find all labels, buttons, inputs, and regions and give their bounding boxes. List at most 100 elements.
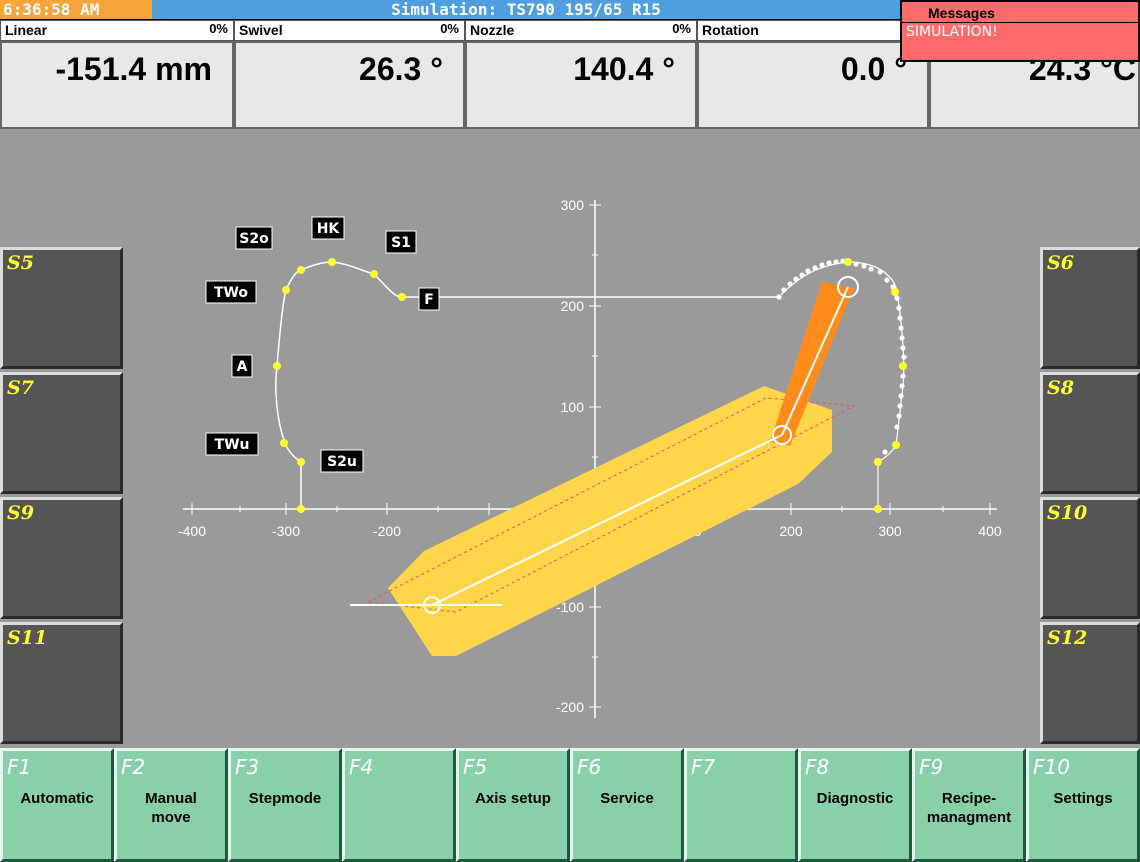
nozzle-tip: [837, 276, 859, 298]
f7-button[interactable]: F7: [684, 748, 798, 862]
f8-diagnostic-button[interactable]: F8 Diagnostic: [798, 748, 912, 862]
fkey-number: F9: [919, 755, 944, 779]
f2-manual-move-button[interactable]: F2 Manual move: [114, 748, 228, 862]
s8-button[interactable]: S8: [1040, 372, 1140, 494]
s10-button[interactable]: S10: [1040, 497, 1140, 619]
contour-point: [273, 362, 281, 370]
trajectory-point: [877, 269, 883, 275]
trajectory-point: [899, 383, 905, 389]
fkey-label: Axis setup: [475, 790, 551, 807]
trajectory-point: [805, 268, 811, 274]
trajectory-point: [882, 449, 888, 455]
y-tick-label: 300: [561, 197, 585, 213]
s5-button[interactable]: S5: [0, 247, 123, 369]
trajectory-point: [884, 277, 890, 283]
axis-value: 0.0 °: [840, 51, 907, 87]
f4-button[interactable]: F4: [342, 748, 456, 862]
point-tags: S2o HK S1 TWo F A TWu S2u: [205, 216, 440, 473]
point-tag-label: S1: [391, 235, 411, 251]
trajectory-point: [819, 262, 825, 268]
contour-point: [370, 270, 378, 278]
clock: 6:36:58 AM: [0, 0, 152, 20]
axis-name: Rotation: [702, 22, 759, 38]
contour-points: [273, 258, 406, 513]
trajectory-point: [833, 259, 839, 265]
fkey-number: F2: [121, 755, 146, 779]
point-tag-box: [311, 216, 345, 240]
axis-value: -151.4 mm: [55, 51, 212, 87]
axis-header-nozzle: Nozzle 0%: [465, 20, 697, 41]
fkey-label: Stepmode: [248, 790, 322, 807]
fkey-label: Settings: [1053, 790, 1113, 807]
arm-body: [388, 386, 832, 656]
s-button-label: S8: [1047, 377, 1074, 399]
axis-value-swivel: 26.3 °: [234, 41, 465, 129]
point-tag-box: [418, 287, 440, 311]
axis-percent: 0%: [209, 21, 228, 36]
axis-name: Nozzle: [470, 22, 515, 38]
axis-header-rotation: Rotation 0%: [697, 20, 927, 41]
trajectory-point: [826, 260, 832, 266]
f3-stepmode-button[interactable]: F3 Stepmode: [228, 748, 342, 862]
trajectory-point: [781, 287, 787, 293]
y-tick-label: 200: [561, 298, 585, 314]
axis-value-nozzle: 140.4 °: [465, 41, 697, 129]
arm-centerline: [431, 434, 783, 606]
fkey-number: F5: [463, 755, 488, 779]
trajectory-key-point: [874, 505, 882, 513]
fkey-number: F3: [235, 755, 260, 779]
s9-button[interactable]: S9: [0, 497, 123, 619]
point-tag-label: HK: [317, 221, 341, 237]
fkey-label: Recipe- managment: [926, 790, 1012, 826]
contour-point: [282, 286, 290, 294]
trajectory-point: [853, 261, 859, 267]
x-tick-label: -200: [373, 523, 401, 539]
contour-point: [398, 293, 406, 301]
point-tag-box: [320, 449, 364, 473]
trajectory-point: [899, 335, 905, 341]
f6-service-button[interactable]: F6 Service: [570, 748, 684, 862]
point-tag-box: [205, 432, 259, 456]
trajectory-point: [793, 276, 799, 282]
trajectory-point: [896, 305, 902, 311]
s12-button[interactable]: S12: [1040, 622, 1140, 744]
fkey-label: Automatic: [20, 790, 94, 807]
fkey-label: Service: [600, 790, 654, 807]
y-tick-label: -100: [556, 599, 584, 615]
fkey-label: Diagnostic: [816, 790, 894, 807]
axis-name: Swivel: [239, 22, 283, 38]
contour-point: [328, 258, 336, 266]
point-tag-label: F: [424, 292, 434, 308]
trajectory-point: [776, 294, 782, 300]
trajectory-point: [900, 373, 906, 379]
trajectory-point: [896, 413, 902, 419]
y-tick-label: -200: [556, 699, 584, 715]
trajectory-key-point: [892, 441, 900, 449]
s7-button[interactable]: S7: [0, 372, 123, 494]
contour-point: [297, 505, 305, 513]
f9-recipe-management-button[interactable]: F9 Recipe- managment: [912, 748, 1026, 862]
arm-envelope: [366, 397, 856, 613]
f5-axis-setup-button[interactable]: F5 Axis setup: [456, 748, 570, 862]
contour-point: [297, 266, 305, 274]
f10-settings-button[interactable]: F10 Settings: [1026, 748, 1140, 862]
fkey-number: F4: [349, 755, 374, 779]
f1-automatic-button[interactable]: F1 Automatic: [0, 748, 114, 862]
pivot-joint: [423, 596, 441, 614]
s6-button[interactable]: S6: [1040, 247, 1140, 369]
axis-percent: 0%: [672, 21, 691, 36]
point-tag-label: S2u: [327, 454, 357, 470]
axis-value-linear: -151.4 mm: [0, 41, 234, 129]
trajectory-point: [894, 295, 900, 301]
fkey-number: F8: [805, 755, 830, 779]
point-tag-label: TWu: [215, 437, 250, 453]
axis-name: Linear: [5, 22, 48, 38]
trajectory-point: [897, 403, 903, 409]
axis-ticks: -400-300-200-100100200300400300200100-10…: [178, 197, 1002, 715]
trajectory-point: [901, 354, 907, 360]
messages-panel[interactable]: Messages SIMULATION!: [900, 0, 1140, 62]
s-button-label: S5: [7, 252, 34, 274]
point-tag-box: [231, 354, 253, 378]
trajectory-point: [898, 325, 904, 331]
s11-button[interactable]: S11: [0, 622, 123, 744]
